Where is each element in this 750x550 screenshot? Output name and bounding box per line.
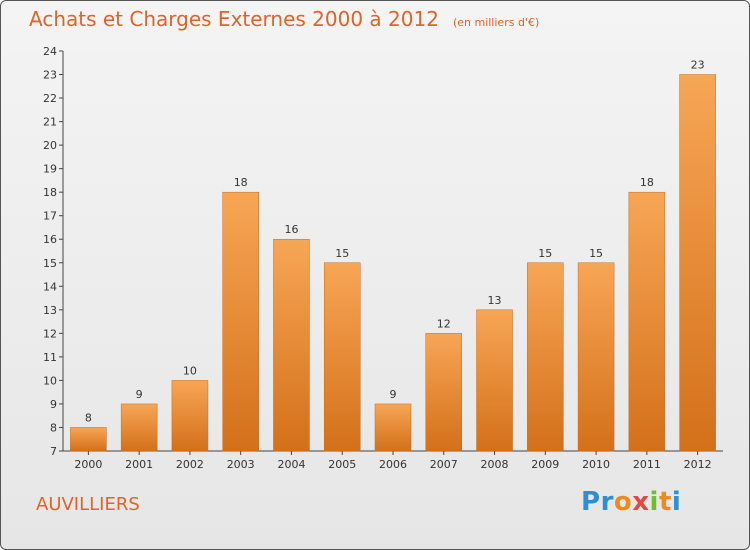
proxiti-logo: Proxiti [581, 487, 682, 517]
bar-2007 [425, 333, 463, 452]
x-tick-label-2007: 2007 [430, 458, 458, 471]
bars [70, 74, 716, 452]
y-tick-label: 23 [43, 69, 57, 82]
bar-2006 [374, 403, 412, 452]
x-tick-label-2002: 2002 [176, 458, 204, 471]
value-label-2003: 18 [234, 176, 248, 189]
x-tick-label-2012: 2012 [684, 458, 712, 471]
y-tick-label: 12 [43, 327, 57, 340]
y-tick-label: 9 [50, 398, 57, 411]
x-tick-label-2003: 2003 [227, 458, 255, 471]
bar-2005 [323, 262, 361, 452]
y-tick-label: 19 [43, 163, 57, 176]
value-label-2010: 15 [589, 247, 603, 260]
bar-2012 [679, 74, 716, 452]
y-tick-label: 7 [50, 445, 57, 458]
y-tick-label: 11 [43, 351, 57, 364]
x-tick-label-2005: 2005 [328, 458, 356, 471]
bar-2008 [476, 309, 513, 452]
x-tick-label-2000: 2000 [74, 458, 102, 471]
y-tick-label: 17 [43, 210, 57, 223]
value-label-2007: 12 [437, 317, 451, 330]
x-tick-label-2006: 2006 [379, 458, 407, 471]
x-tick-label-2010: 2010 [582, 458, 610, 471]
chart-subtitle: (en milliers d'€) [452, 16, 540, 29]
value-label-2009: 15 [538, 247, 552, 260]
y-tick-label: 14 [43, 280, 57, 293]
bar-2002 [171, 380, 209, 452]
value-label-2005: 15 [335, 247, 349, 260]
bar-2000 [70, 427, 107, 452]
value-label-2006: 9 [390, 388, 397, 401]
place-name: AUVILLIERS [36, 494, 140, 515]
value-label-2001: 9 [136, 388, 143, 401]
axes: 7 8 9 10 11 12 13 14 15 16 17 18 19 20 21 22 23 24 [43, 45, 723, 458]
y-tick-label: 20 [43, 139, 57, 152]
y-tick-label: 18 [43, 186, 57, 199]
chart-title: Achats et Charges Externes 2000 à 2012 [29, 7, 439, 31]
y-tick-label: 10 [43, 374, 57, 387]
x-tick-label-2001: 2001 [125, 458, 153, 471]
value-label-2000: 8 [85, 411, 92, 424]
y-tick-label: 22 [43, 92, 57, 105]
y-tick-label: 24 [43, 45, 57, 58]
bar-2009 [527, 262, 564, 452]
y-tick-label: 8 [50, 421, 57, 434]
title-row: Achats et Charges Externes 2000 à 2012 (… [29, 7, 539, 31]
value-label-2011: 18 [640, 176, 654, 189]
labels: 8 2000 9 2001 10 2002 18 2003 16 2004 15 2005 9 2006 1… [74, 59, 711, 471]
y-tick-label: 21 [43, 116, 57, 129]
bar-2004 [273, 238, 310, 452]
x-tick-label-2011: 2011 [633, 458, 661, 471]
y-tick-label: 16 [43, 233, 57, 246]
x-tick-label-2004: 2004 [277, 458, 305, 471]
value-label-2004: 16 [284, 223, 298, 236]
x-tick-label-2009: 2009 [531, 458, 559, 471]
y-tick-label: 13 [43, 304, 57, 317]
bar-2003 [222, 191, 259, 452]
value-label-2008: 13 [488, 294, 502, 307]
bar-2011 [628, 191, 666, 452]
value-label-2012: 23 [691, 59, 705, 72]
x-tick-label-2008: 2008 [481, 458, 509, 471]
value-label-2002: 10 [183, 364, 197, 377]
bar-2001 [120, 403, 158, 452]
bar-2010 [577, 262, 615, 452]
y-tick-label: 15 [43, 257, 57, 270]
